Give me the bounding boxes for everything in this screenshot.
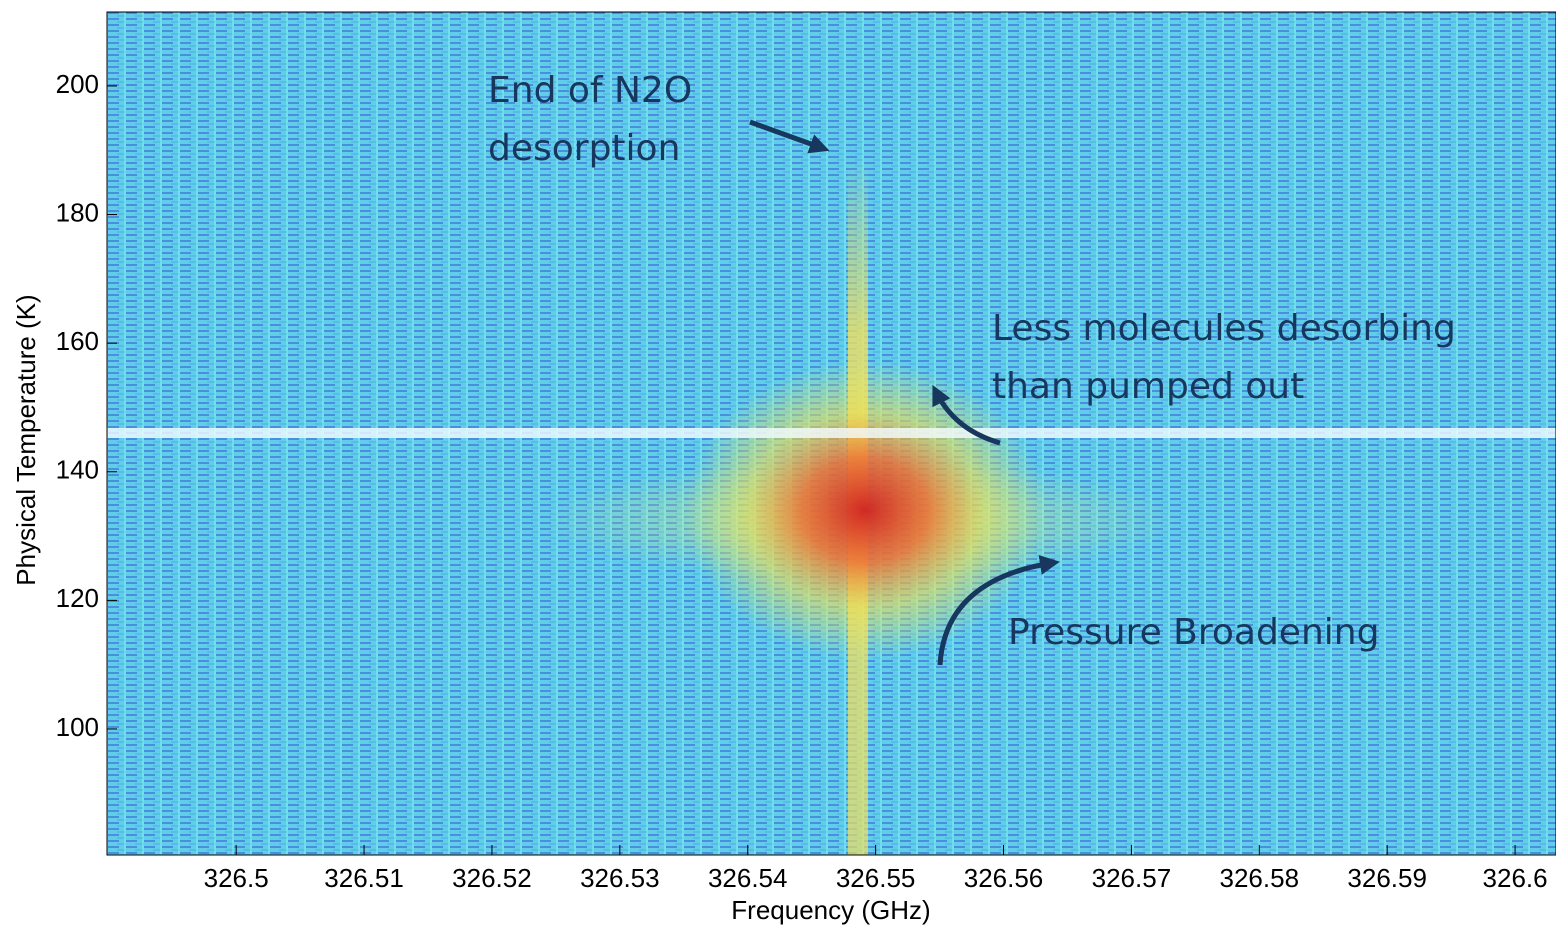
- x-axis-title: Frequency (GHz): [731, 895, 930, 925]
- plot-frame: [106, 11, 1556, 856]
- x-tick-label: 326.57: [1092, 863, 1172, 893]
- x-tick-label: 326.56: [964, 863, 1044, 893]
- y-tick-label: 160: [56, 326, 99, 356]
- y-tick-label: 140: [56, 455, 99, 485]
- x-tick-label: 326.53: [580, 863, 660, 893]
- x-tick-label: 326.55: [836, 863, 916, 893]
- y-tick-label: 100: [56, 712, 99, 742]
- x-tick-label: 326.51: [324, 863, 404, 893]
- annotation: desorption: [488, 128, 680, 169]
- y-tick-label: 120: [56, 583, 99, 613]
- y-tick-label: 180: [56, 197, 99, 227]
- annotation: Pressure Broadening: [1008, 612, 1379, 653]
- x-tick-label: 326.58: [1220, 863, 1300, 893]
- x-tick-label: 326.59: [1347, 863, 1427, 893]
- heatmap-field: [107, 12, 1556, 855]
- y-axis-title: Physical Temperature (K): [11, 294, 41, 585]
- x-tick-label: 326.54: [708, 863, 788, 893]
- x-tick-label: 326.52: [452, 863, 532, 893]
- arrows: [749, 119, 1060, 666]
- y-tick-label: 200: [56, 69, 99, 99]
- annotation: than pumped out: [992, 366, 1304, 407]
- annotation: Less molecules desorbing: [992, 308, 1456, 349]
- annotation: End of N2O: [488, 70, 692, 111]
- x-tick-label: 326.6: [1483, 863, 1548, 893]
- x-tick-label: 326.5: [204, 863, 269, 893]
